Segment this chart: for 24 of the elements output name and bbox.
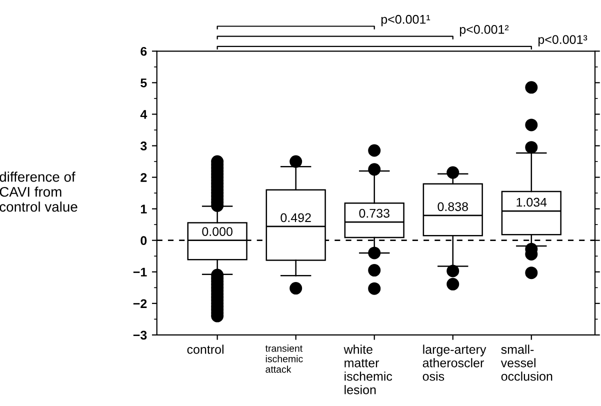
- y-tick-label: 4: [140, 110, 148, 119]
- x-tick-label: white matter ischemic lesion: [344, 344, 392, 394]
- y-axis-title: difference of CAVI from control value: [0, 172, 78, 212]
- annotation: 0.000: [202, 227, 232, 236]
- text: p<0.001³: [538, 35, 588, 46]
- text: p<0.001¹: [381, 14, 430, 26]
- x-tick-label: large-artery atheroscler osis: [422, 344, 486, 381]
- y-tick-label: 1: [140, 204, 147, 214]
- y-tick-label: 2: [140, 173, 147, 182]
- annotation: 0.733: [359, 208, 390, 218]
- text: p<0.001²: [460, 25, 509, 36]
- annotation: 1.034: [516, 198, 547, 207]
- x-tick-label: transient ischemic attack: [265, 344, 303, 373]
- y-tick-label: −2: [133, 299, 147, 308]
- x-tick-label: small- vessel occlusion: [500, 344, 552, 381]
- annotation: 0.838: [438, 202, 468, 212]
- y-tick-label: 0: [140, 236, 147, 246]
- annotation: 0.492: [280, 213, 311, 222]
- y-tick-label: 5: [140, 78, 147, 88]
- y-tick-label: −1: [133, 268, 147, 276]
- x-tick-label: control: [187, 344, 224, 354]
- y-tick-label: 3: [140, 142, 147, 150]
- y-tick-label: 6: [140, 46, 147, 56]
- y-tick-label: −3: [133, 330, 147, 340]
